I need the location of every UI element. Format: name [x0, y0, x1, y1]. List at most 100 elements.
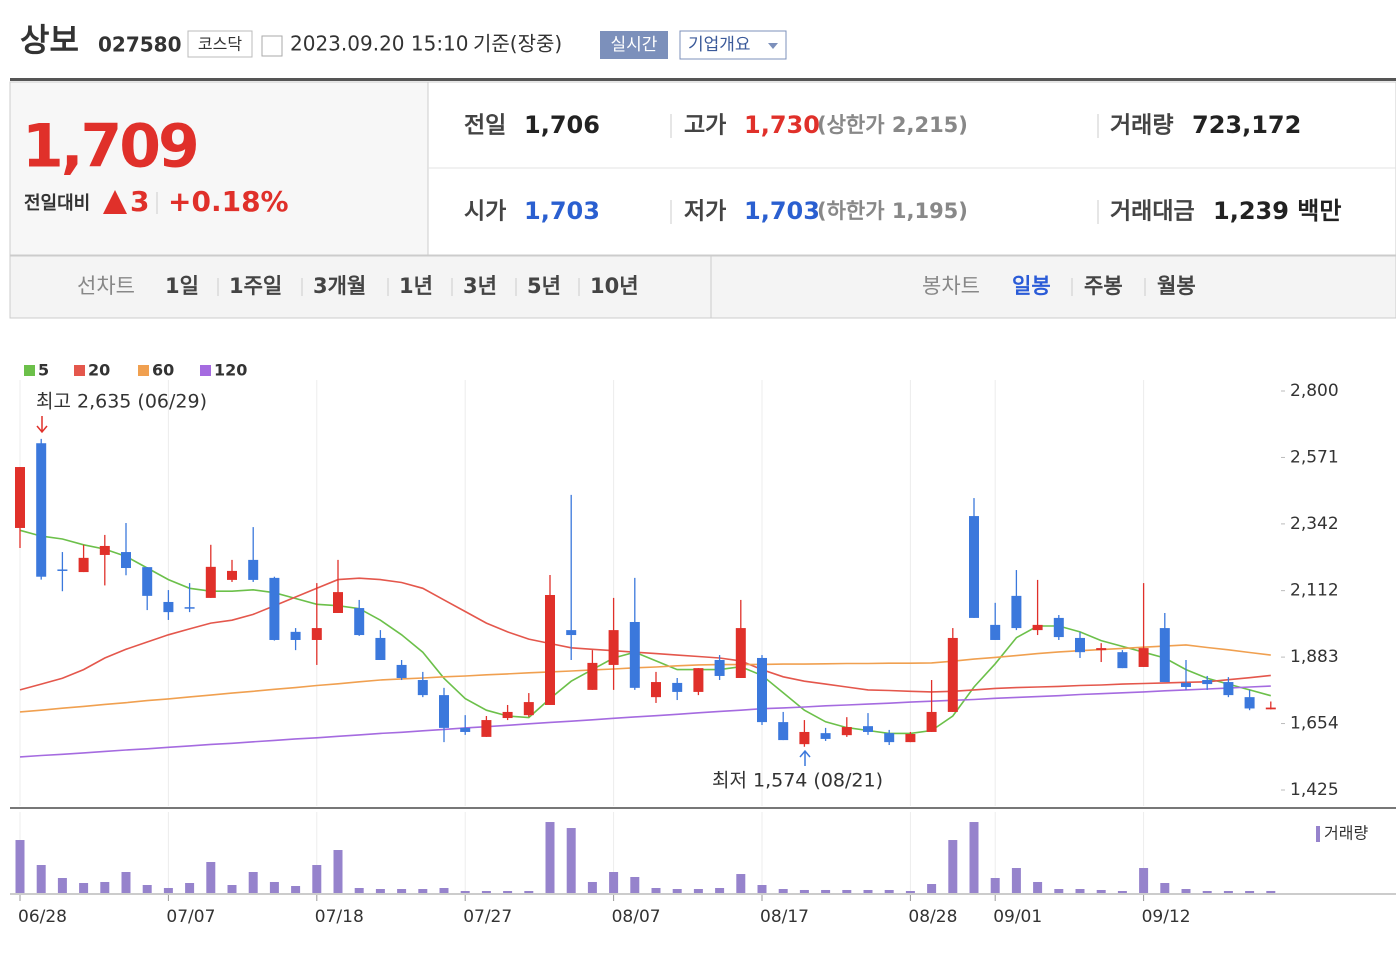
- volume-bar: [863, 889, 873, 893]
- period-tab[interactable]: 10년: [590, 274, 639, 298]
- moving-average-line: [19, 577, 1271, 693]
- candle-body: [566, 630, 577, 636]
- candle-body: [884, 733, 895, 743]
- period-tab[interactable]: 일봉: [1012, 274, 1051, 298]
- x-tick-label: 08/28: [908, 907, 957, 927]
- stock-name: 상보: [20, 21, 79, 59]
- realtime-button[interactable]: [600, 31, 668, 59]
- volume-bar: [990, 878, 1000, 893]
- x-tick-label: 07/27: [463, 907, 512, 927]
- volume-bar: [587, 881, 597, 893]
- volume-bar: [1117, 891, 1127, 893]
- stat-label: 저가: [684, 199, 726, 225]
- candle-body: [651, 682, 661, 698]
- candle-body: [1096, 648, 1107, 651]
- candle-body: [1202, 680, 1213, 685]
- volume-bar: [1266, 890, 1276, 893]
- volume-bar: [206, 862, 216, 893]
- volume-bar: [1181, 889, 1191, 893]
- candle-body: [290, 631, 301, 640]
- volume-bar: [460, 891, 470, 893]
- market-name: 코스닥: [198, 35, 242, 54]
- volume-legend-swatch: [1316, 826, 1320, 842]
- volume-bar: [248, 871, 258, 893]
- candle-body: [460, 727, 471, 732]
- period-tab[interactable]: 1일: [165, 274, 199, 298]
- candle-body: [545, 594, 555, 705]
- volume-bar: [36, 865, 46, 893]
- clock-icon: [261, 35, 283, 57]
- candle-body: [1223, 682, 1234, 696]
- candle-body: [693, 668, 704, 692]
- candle-body: [629, 621, 640, 688]
- volume-bar: [630, 876, 640, 893]
- period-tab[interactable]: 1년: [399, 274, 433, 298]
- period-tab[interactable]: 월봉: [1157, 274, 1196, 298]
- volume-bar: [1245, 891, 1255, 893]
- candle-body: [481, 720, 492, 737]
- stat-label: 고가: [684, 113, 726, 139]
- company-button[interactable]: [679, 30, 787, 60]
- candle-body: [57, 569, 68, 571]
- volume-bar: [905, 891, 915, 893]
- x-tick-label: 08/07: [612, 907, 661, 927]
- period-tab[interactable]: 3년: [463, 274, 497, 298]
- volume-bar: [1075, 889, 1085, 893]
- candle-body: [1181, 682, 1191, 687]
- candle-body: [1032, 624, 1043, 631]
- volume-bar: [842, 889, 852, 893]
- legend-swatch: [138, 365, 149, 376]
- change-label: 전일대비: [24, 193, 90, 214]
- volume-bar: [1160, 883, 1170, 893]
- legend-label: 60: [152, 361, 174, 380]
- candle-body: [184, 607, 195, 609]
- period-tab[interactable]: 1주일: [229, 274, 282, 298]
- volume-bar: [821, 889, 831, 893]
- period-tab[interactable]: 주봉: [1084, 274, 1123, 298]
- candle-body: [205, 566, 216, 598]
- candle-body: [863, 726, 873, 732]
- candle-body: [969, 516, 979, 618]
- stat-note: (상한가 2,215): [817, 113, 968, 137]
- volume-bar: [609, 871, 619, 893]
- candle-body: [396, 664, 407, 678]
- stat-note: (하한가 1,195): [817, 199, 968, 223]
- volume-bar: [545, 822, 555, 893]
- candle-body: [417, 680, 428, 696]
- volume-bar: [1096, 889, 1106, 893]
- company-label[interactable]: 기업개요: [688, 35, 751, 55]
- line-chart-label: 선차트: [77, 274, 135, 298]
- moving-average-line: [19, 644, 1271, 713]
- volume-bar: [693, 889, 703, 893]
- volume-bar: [291, 886, 301, 893]
- volume-bar: [354, 888, 364, 893]
- price-box: [9, 81, 429, 256]
- candle-body: [778, 722, 789, 741]
- volume-bar: [672, 889, 682, 893]
- period-tab[interactable]: 5년: [527, 274, 561, 298]
- y-tick-label: 1,883: [1290, 647, 1339, 667]
- volume-bar: [163, 888, 173, 893]
- candle-body: [1053, 617, 1064, 638]
- x-tick-label: 08/17: [760, 907, 809, 927]
- x-tick-label: 06/28: [18, 907, 67, 927]
- x-tick-label: 07/07: [166, 907, 215, 927]
- period-tab[interactable]: 3개월: [313, 274, 366, 298]
- volume-bar: [142, 884, 152, 893]
- candle-body: [1075, 637, 1085, 653]
- candle-body: [269, 577, 280, 640]
- x-tick-label: 07/18: [315, 907, 364, 927]
- candle-body: [78, 557, 89, 573]
- candle-body: [905, 733, 916, 743]
- candle-body: [99, 545, 110, 555]
- realtime-label[interactable]: 실시간: [611, 35, 658, 55]
- y-tick-label: 2,571: [1290, 447, 1339, 467]
- candle-body: [799, 731, 810, 745]
- stock-code: 027580: [98, 33, 182, 57]
- candle-body: [1117, 652, 1128, 669]
- candle-body: [714, 659, 725, 676]
- volume-bar: [503, 891, 513, 893]
- legend-label: 120: [214, 361, 247, 380]
- current-price: 1,709: [22, 112, 197, 182]
